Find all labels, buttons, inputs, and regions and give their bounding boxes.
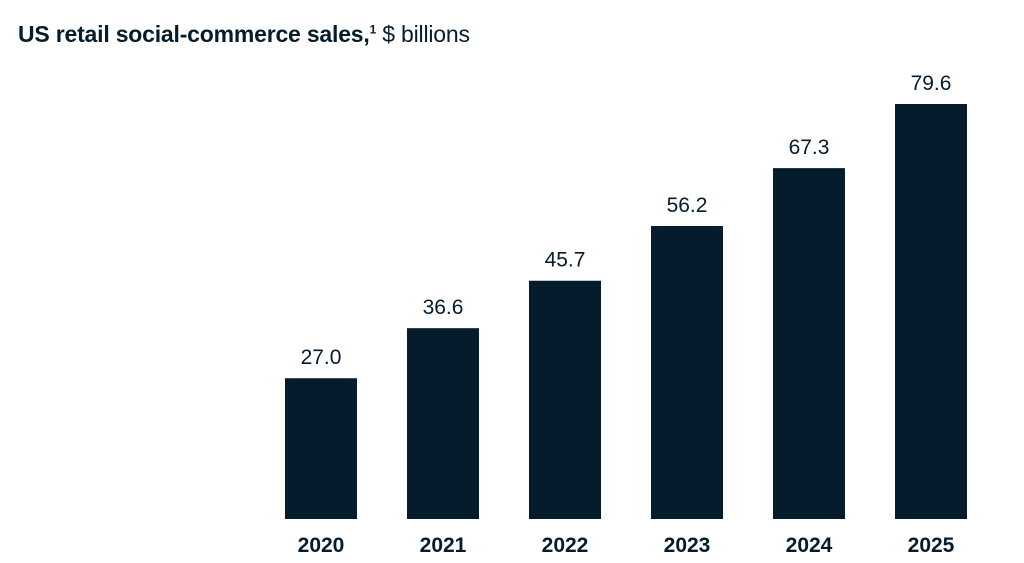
x-tick-label-2020: 2020 (298, 534, 345, 557)
x-tick-label-2022: 2022 (542, 534, 589, 557)
bar-2022 (529, 280, 601, 519)
x-tick-label-2021: 2021 (420, 534, 467, 557)
bar-2025 (895, 104, 967, 519)
chart-title: US retail social-commerce sales,1 $ bill… (18, 20, 470, 48)
value-label-2022: 45.7 (545, 249, 586, 272)
value-label-2025: 79.6 (911, 72, 952, 95)
bar-2021 (407, 328, 479, 519)
bars-group (285, 104, 967, 519)
bar-2020 (285, 378, 357, 519)
x-tick-label-2024: 2024 (786, 534, 833, 557)
chart-title-main: US retail social-commerce sales, (18, 21, 370, 47)
value-label-2024: 67.3 (789, 136, 830, 159)
value-label-2023: 56.2 (667, 194, 708, 217)
x-tick-label-2025: 2025 (908, 534, 955, 557)
value-label-2021: 36.6 (423, 296, 464, 319)
x-axis-tick-labels: 2020 2021 2022 2023 2024 2025 (298, 534, 955, 557)
chart-title-unit: $ billions (382, 21, 470, 47)
bar-2023 (651, 225, 723, 519)
value-labels-group: 27.0 36.6 45.7 56.2 67.3 79.6 (301, 72, 952, 369)
x-tick-label-2023: 2023 (664, 534, 711, 557)
value-label-2020: 27.0 (301, 346, 342, 369)
chart-title-footnote-marker: 1 (369, 22, 377, 37)
bar-2024 (773, 168, 845, 519)
